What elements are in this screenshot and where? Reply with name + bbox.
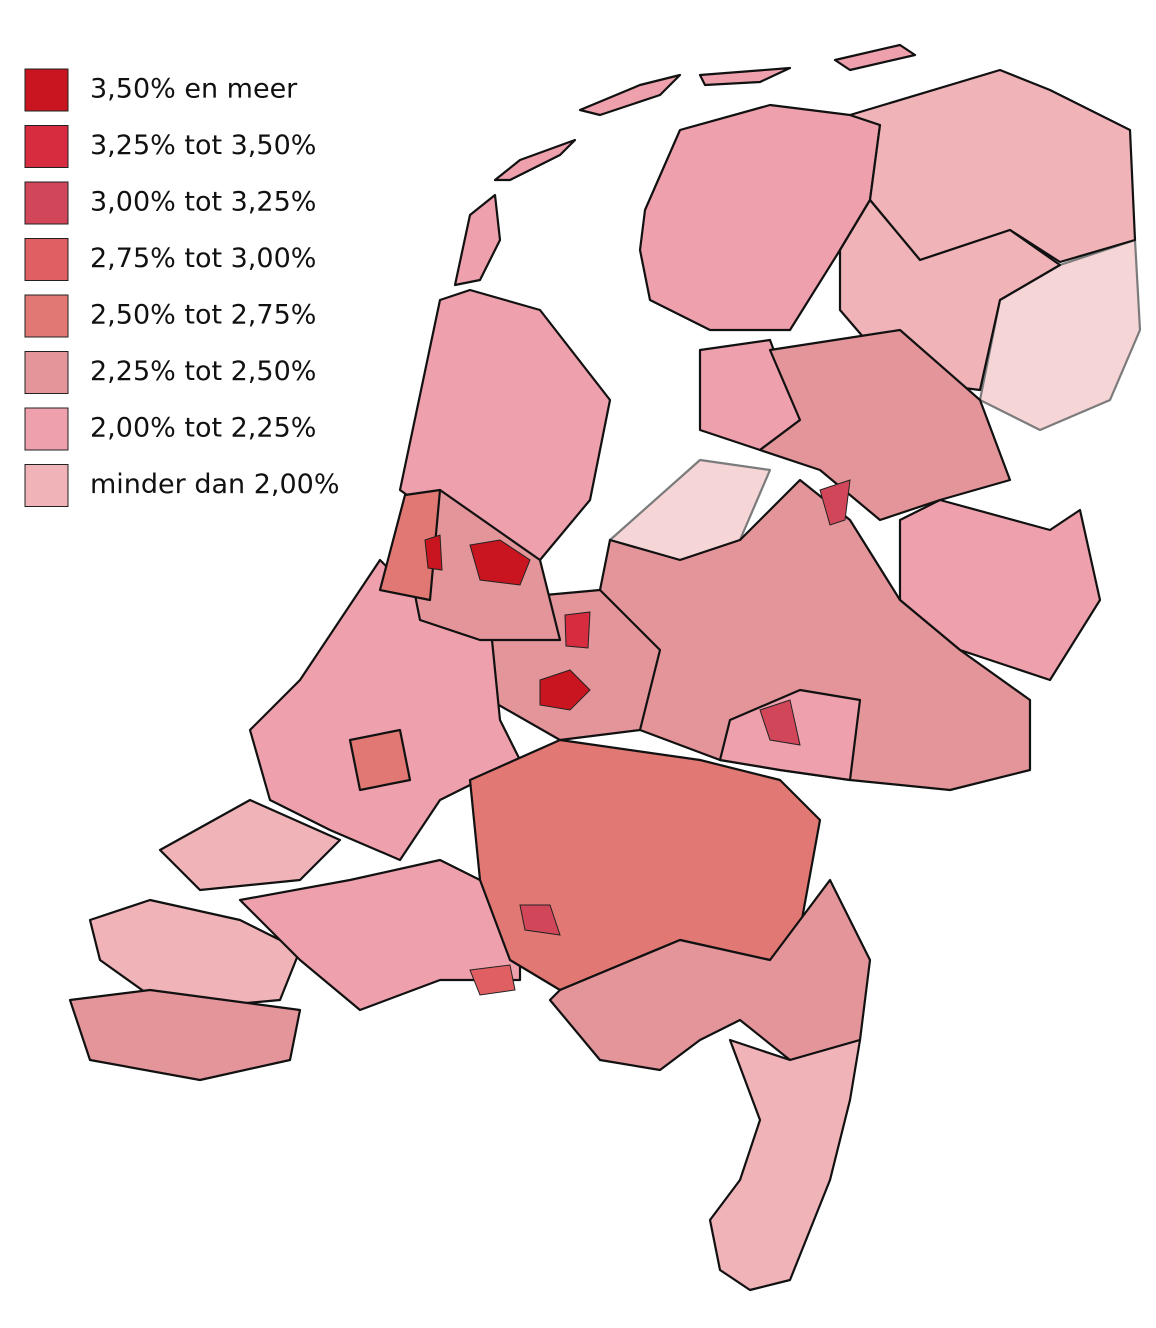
legend-label: minder dan 2,00% bbox=[90, 469, 340, 500]
region bbox=[698, 66, 792, 87]
region bbox=[848, 68, 1137, 264]
city bbox=[424, 534, 443, 571]
city bbox=[469, 964, 516, 996]
legend-swatch bbox=[24, 181, 69, 225]
legend-swatch bbox=[24, 68, 69, 112]
region bbox=[248, 558, 522, 862]
region bbox=[158, 798, 342, 892]
region bbox=[348, 728, 412, 792]
region bbox=[833, 43, 917, 72]
region bbox=[238, 858, 522, 1012]
region bbox=[468, 738, 822, 992]
city bbox=[759, 699, 801, 746]
legend-label: 2,25% tot 2,50% bbox=[90, 356, 316, 387]
city bbox=[539, 669, 591, 711]
legend-swatch bbox=[24, 294, 69, 338]
legend-swatch bbox=[24, 125, 69, 168]
legend-label: 3,25% tot 3,50% bbox=[90, 130, 316, 161]
legend-swatch bbox=[24, 351, 69, 394]
legend-swatch bbox=[24, 407, 69, 451]
region bbox=[578, 73, 682, 117]
legend-label: 3,50% en meer bbox=[90, 74, 298, 105]
region bbox=[493, 138, 577, 182]
region bbox=[758, 328, 1012, 522]
legend: 3,50% en meer 3,25% tot 3,50% 3,00% tot 3,… bbox=[24, 68, 340, 507]
region bbox=[453, 193, 502, 287]
legend-label: 2,50% tot 2,75% bbox=[90, 300, 316, 331]
legend-swatch bbox=[24, 238, 69, 281]
legend-swatch bbox=[24, 464, 69, 507]
city bbox=[564, 611, 591, 649]
city bbox=[819, 479, 851, 526]
city bbox=[519, 904, 561, 936]
regions bbox=[68, 43, 1142, 1292]
region bbox=[548, 878, 872, 1072]
legend-label: 2,00% tot 2,25% bbox=[90, 413, 316, 444]
region bbox=[588, 478, 1032, 792]
region bbox=[88, 898, 302, 1012]
legend-label: 2,75% tot 3,00% bbox=[90, 243, 316, 274]
region bbox=[708, 1038, 862, 1292]
region bbox=[378, 488, 442, 602]
city bbox=[469, 539, 531, 586]
legend-label: 3,00% tot 3,25% bbox=[90, 187, 316, 218]
region bbox=[978, 238, 1142, 432]
region bbox=[68, 988, 302, 1082]
